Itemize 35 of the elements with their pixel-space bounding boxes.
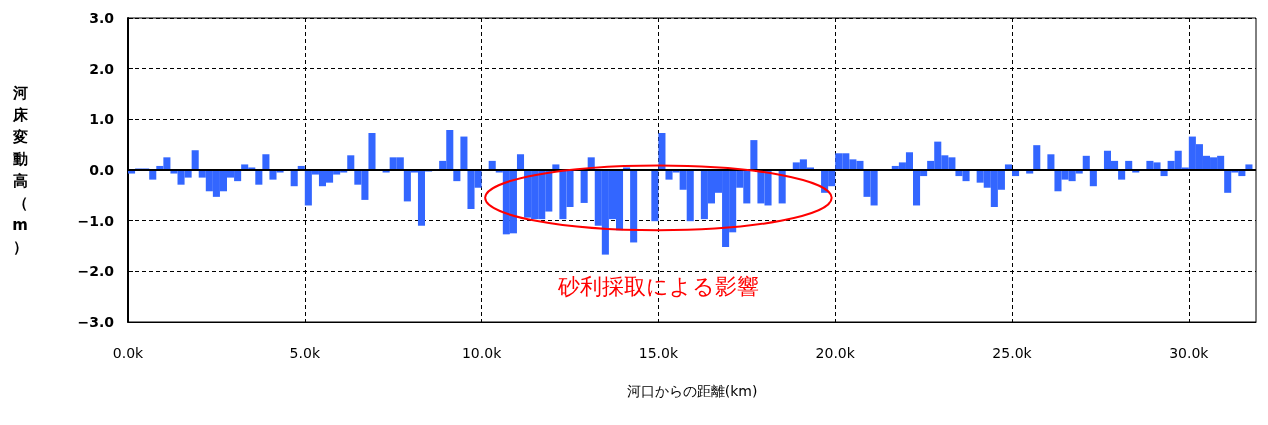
y-tick-label: 3.0 — [89, 10, 115, 26]
y-tick-label: 2.0 — [89, 60, 115, 77]
y-axis-title: 河床変動高（m） — [12, 84, 29, 256]
y-tick-label: 0.0 — [89, 162, 115, 178]
bar — [658, 133, 666, 170]
bar — [290, 170, 298, 187]
bar — [262, 154, 270, 170]
y-tick-label: −3.0 — [77, 314, 115, 330]
bar — [191, 150, 199, 170]
bar — [1033, 145, 1041, 170]
bar — [255, 170, 263, 185]
bar — [651, 170, 659, 222]
bar — [1118, 170, 1126, 180]
y-tick-label: 1.0 — [89, 111, 115, 128]
bar — [1089, 170, 1097, 187]
x-tick-label: 5.0k — [289, 345, 321, 361]
bar — [368, 133, 376, 170]
bar — [1082, 155, 1090, 170]
x-tick-label: 30.0k — [1169, 345, 1210, 361]
y-tick-label: −1.0 — [77, 212, 115, 229]
x-tick-label: 15.0k — [638, 345, 679, 361]
bar — [580, 170, 588, 203]
x-tick-label: 25.0k — [992, 345, 1033, 361]
bar — [516, 154, 525, 170]
annotation: 砂利採取による影響 — [556, 274, 759, 300]
bar — [460, 136, 468, 170]
bar — [630, 170, 638, 243]
y-tick-label: −2.0 — [77, 263, 115, 280]
bar — [750, 140, 758, 170]
bar — [347, 155, 355, 170]
x-tick-label: 10.0k — [461, 345, 503, 361]
x-axis-title: 河口からの距離(km) — [626, 383, 758, 399]
x-tick-label: 20.0k — [815, 345, 856, 361]
bar — [1047, 154, 1055, 170]
x-tick-label: 0.0k — [112, 345, 145, 361]
